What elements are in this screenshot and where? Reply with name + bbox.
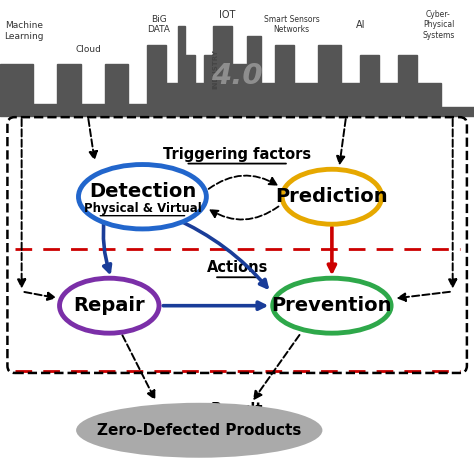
Text: Zero-Defected Products: Zero-Defected Products — [97, 423, 301, 438]
Text: Machine
Learning: Machine Learning — [4, 21, 44, 41]
FancyArrowPatch shape — [328, 227, 336, 272]
FancyArrowPatch shape — [254, 335, 300, 399]
Ellipse shape — [273, 278, 391, 333]
FancyArrowPatch shape — [24, 292, 55, 300]
Text: Actions: Actions — [207, 260, 268, 275]
Text: 4.0: 4.0 — [211, 62, 263, 90]
Text: Physical & Virtual: Physical & Virtual — [83, 201, 201, 215]
Text: Prevention: Prevention — [272, 296, 392, 315]
Text: Cloud: Cloud — [75, 46, 101, 55]
FancyArrowPatch shape — [209, 175, 277, 189]
Ellipse shape — [60, 278, 159, 333]
Text: Repair: Repair — [73, 296, 145, 315]
Text: Triggering factors: Triggering factors — [163, 146, 311, 162]
Text: Detection: Detection — [89, 182, 196, 201]
Text: IOT: IOT — [219, 10, 236, 20]
Text: Smart Sensors
Networks: Smart Sensors Networks — [264, 15, 319, 35]
FancyArrowPatch shape — [88, 119, 97, 159]
Text: Cyber-
Physical
Systems: Cyber- Physical Systems — [422, 10, 455, 40]
Text: BiG
DATA: BiG DATA — [147, 15, 171, 35]
FancyArrowPatch shape — [103, 217, 110, 272]
Ellipse shape — [76, 403, 322, 458]
FancyArrowPatch shape — [163, 302, 264, 310]
FancyArrowPatch shape — [18, 119, 25, 286]
FancyArrowPatch shape — [337, 119, 346, 164]
Text: AI: AI — [356, 20, 365, 30]
Text: INDUSTRY: INDUSTRY — [213, 49, 219, 89]
Polygon shape — [0, 26, 474, 114]
Ellipse shape — [79, 164, 206, 229]
FancyArrowPatch shape — [173, 218, 267, 287]
FancyArrowPatch shape — [449, 119, 456, 286]
FancyArrowPatch shape — [122, 335, 155, 398]
FancyArrowPatch shape — [210, 207, 279, 219]
Text: Prediction: Prediction — [275, 187, 388, 206]
FancyArrowPatch shape — [398, 292, 450, 301]
Text: Result: Result — [211, 402, 264, 418]
Ellipse shape — [282, 169, 382, 224]
